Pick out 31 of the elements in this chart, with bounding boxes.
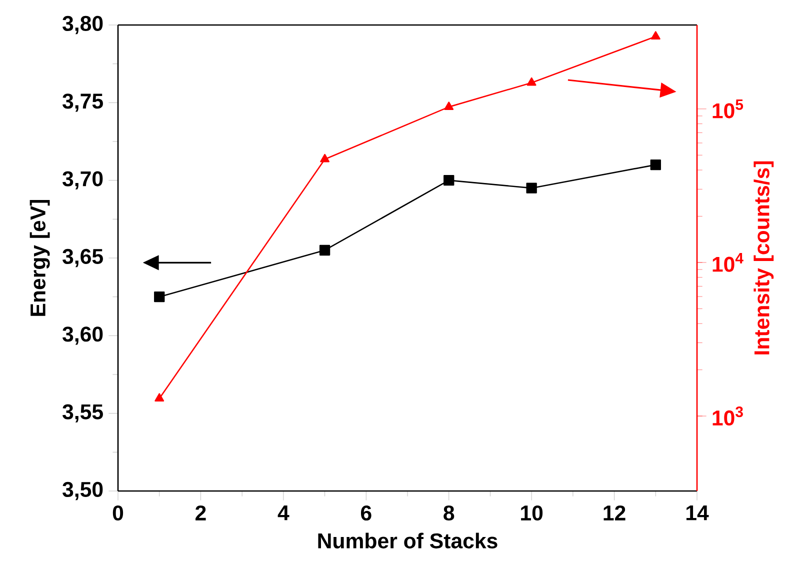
y-axis-title: Energy [eV] [30,200,50,316]
point [320,154,330,162]
y2-tick-label: 10$^{4}$ [712,253,744,272]
x-axis-title: Number of Stacks [318,532,498,548]
point [526,77,536,86]
x-tick-label: 4 [278,505,290,520]
y-tick-label: 3,55 [62,404,103,422]
x-tick-label: 0 [112,505,124,521]
x-tick-label: 10 [521,505,543,521]
point [444,102,454,110]
y-tick-label: 3,65 [62,248,103,268]
y-tick-label: 3,70 [62,171,103,190]
point [154,393,164,402]
point [650,159,661,170]
y2-tick-label: 10$^{5}$ [712,99,744,118]
point [526,182,537,194]
x-tick-label: 6 [360,505,372,521]
y-tick-label: 3,60 [62,326,103,345]
y-tick-label: 3,80 [62,16,103,34]
x-tick-label: 2 [196,505,206,520]
point [319,244,330,256]
x-tick-label: 12 [604,505,626,520]
x-tick-label: 8 [444,505,454,521]
point [444,174,454,186]
y-tick-label: 3,50 [62,482,103,500]
y2-tick-label: 10$^{3}$ [712,406,743,426]
x-tick-label: 14 [686,505,709,520]
point [650,31,660,40]
y-tick-label: 3,75 [62,94,103,112]
point [154,292,165,302]
y2-axis-title: Intensity [counts/s] [754,161,774,354]
